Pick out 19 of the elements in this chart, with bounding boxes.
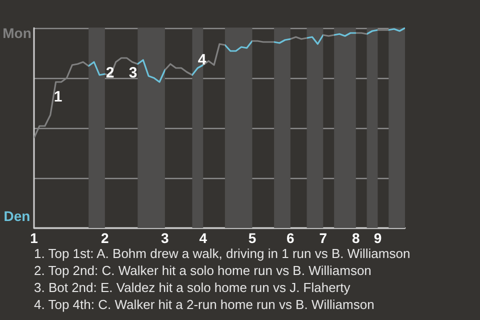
x-tick-label: 9 <box>374 230 382 246</box>
text: 4. Top 4th: C. Walker hit a 2-run home run vs B. Williamson <box>34 296 376 313</box>
x-tick-label: 6 <box>286 230 295 246</box>
x-tick-label: 7 <box>319 230 328 246</box>
x-tick-label: 8 <box>352 230 360 246</box>
text: 2. Top 2nd: C. Walker hit a solo home run vs B. Williamson <box>34 262 372 279</box>
x-tick-label: 5 <box>248 230 256 246</box>
text: Den <box>4 208 30 224</box>
text: 1. Top 1st: A. Bohm drew a walk, driving in 1 run vs B. Williamson <box>34 245 410 262</box>
text: 3. Bot 2nd: E. Valdez hit a solo home run vs J. Flaherty <box>34 279 352 296</box>
x-tick-label: 1 <box>30 230 38 246</box>
annotation: 4 <box>198 52 207 68</box>
annotation: 2 <box>106 64 114 82</box>
x-tick-label: 2 <box>101 230 110 246</box>
text: Mon <box>2 25 32 41</box>
annotation: 3 <box>128 64 138 82</box>
annotation: 1 <box>54 88 62 106</box>
x-tick-label: 3 <box>161 230 170 246</box>
x-tick-label: 4 <box>199 230 208 246</box>
